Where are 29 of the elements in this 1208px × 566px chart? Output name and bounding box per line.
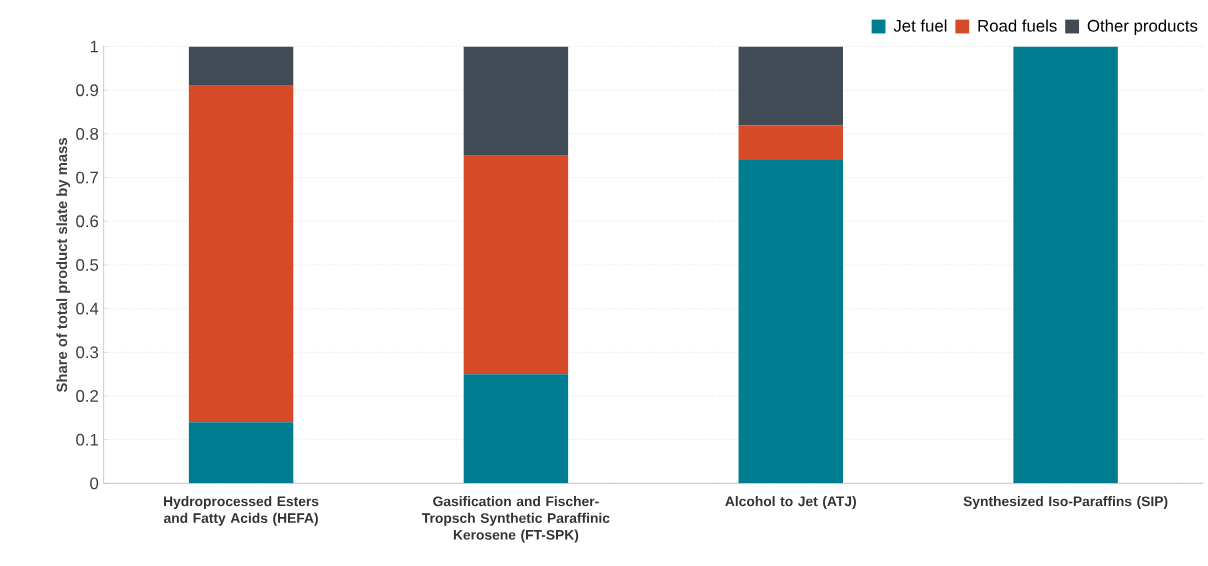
legend-label: Road fuels <box>978 19 1057 32</box>
bar <box>463 374 569 484</box>
bar <box>1013 46 1118 484</box>
y-tick-label: 0.4 <box>76 302 99 315</box>
y-tick-label: 0.2 <box>76 390 98 403</box>
y-tick-label: 0.6 <box>76 215 99 228</box>
bar <box>463 46 569 156</box>
y-tick-label: 1 <box>90 40 99 53</box>
bar <box>188 46 294 87</box>
x-tick-label: Synthesized Iso-Paraffins (SIP) <box>963 496 1168 510</box>
bar <box>738 125 843 161</box>
bar <box>738 160 843 484</box>
x-tick-label: Gasification and Fischer-Tropsch Synthetic Paraffinic Kerosene (FT-SPK) <box>422 496 610 543</box>
y-tick-label: 0.1 <box>76 433 99 446</box>
y-tick-label: 0.7 <box>76 171 98 184</box>
x-tick-label: Hydroprocessed Esters and Fatty Acids (HEFA) <box>163 496 319 526</box>
bar <box>463 155 569 375</box>
bar <box>188 86 294 423</box>
y-tick-label: 0.8 <box>76 128 99 141</box>
bar <box>738 46 843 126</box>
y-tick-label: 0.3 <box>76 346 99 359</box>
legend-label: Jet fuel <box>893 19 947 32</box>
y-axis-title: Share of total product slate by mass <box>56 138 71 393</box>
bar <box>188 422 294 484</box>
y-tick-label: 0.5 <box>76 259 99 272</box>
y-tick-label: 0 <box>90 477 99 490</box>
y-tick-label: 0.9 <box>76 84 99 97</box>
legend-label: Other products <box>1087 19 1198 36</box>
x-tick-label: Alcohol to Jet (ATJ) <box>725 496 856 510</box>
